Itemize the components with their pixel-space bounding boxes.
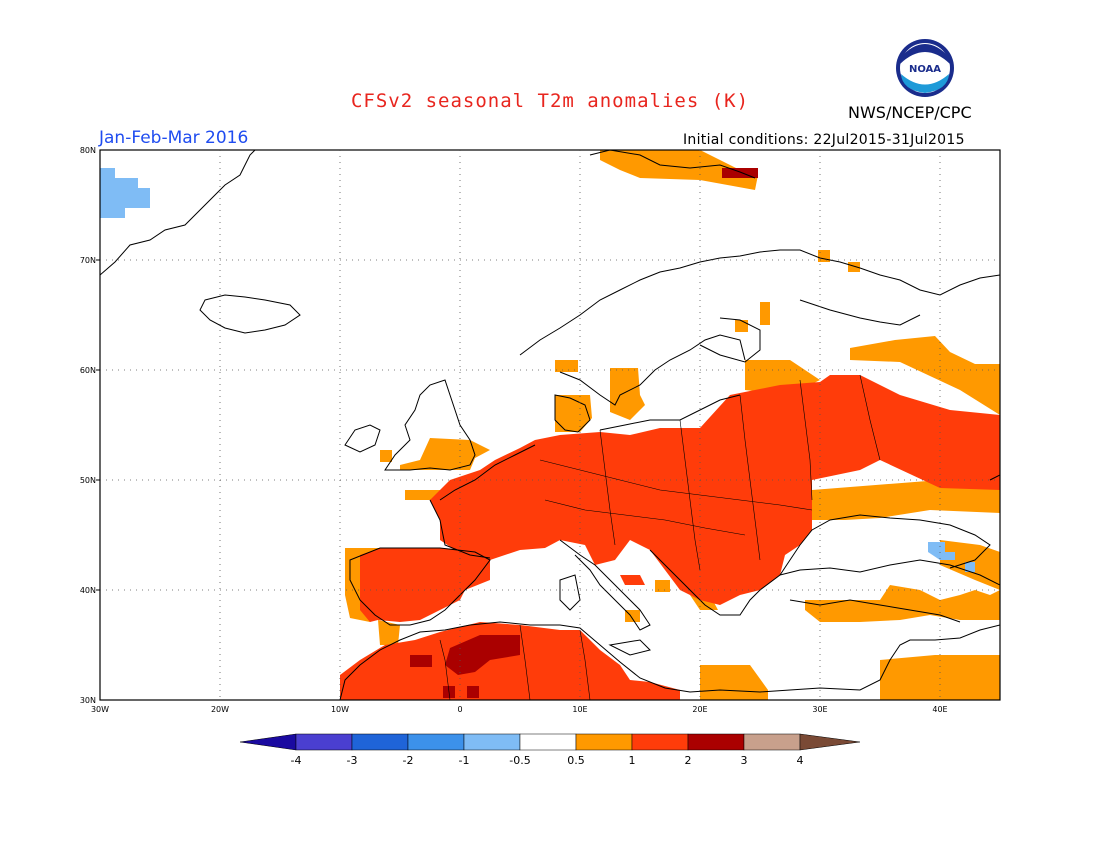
colorbar-label: -2 (403, 754, 414, 767)
lat-tick-label: 50N (80, 476, 96, 485)
lon-tick-label: 20E (692, 705, 707, 714)
graticule (100, 150, 1000, 700)
colorbar-bin (519, 733, 577, 751)
lon-tick-label: 0 (457, 705, 462, 714)
colorbar-arrow-low (239, 733, 297, 751)
map-frame (99, 149, 1001, 701)
anomaly-2-3 (410, 168, 758, 698)
coastlines (100, 150, 1000, 700)
lon-tick-label: 10E (572, 705, 587, 714)
lat-tick-label: 30N (80, 696, 96, 705)
colorbar-label: -3 (347, 754, 358, 767)
lon-tick-label: 40E (932, 705, 947, 714)
colorbar-label: -1 (459, 754, 470, 767)
colorbar-label: 1 (629, 754, 636, 767)
colorbar-bin (463, 733, 521, 751)
lat-tick-labels: 30N 40N 50N 60N 70N 80N (80, 146, 96, 705)
colorbar-arrow-high (799, 733, 861, 751)
lat-tick-label: 70N (80, 256, 96, 265)
organization-label: NWS/NCEP/CPC (848, 103, 972, 122)
colorbar-bin (351, 733, 409, 751)
lat-tick-label: 60N (80, 366, 96, 375)
colorbar-label: -4 (291, 754, 302, 767)
initial-conditions: Initial conditions: 22Jul2015-31Jul2015 (683, 132, 965, 148)
lat-tick-label: 80N (80, 146, 96, 155)
anomaly-neg-0.5-1 (100, 168, 975, 572)
colorbar-label: 4 (797, 754, 804, 767)
lon-tick-label: 20W (211, 705, 229, 714)
anomaly-0.5-1 (345, 150, 1000, 700)
colorbar-bin (631, 733, 689, 751)
lat-tick-label: 40N (80, 586, 96, 595)
colorbar-bin (743, 733, 801, 751)
anomaly-1-2 (340, 375, 1000, 700)
colorbar-label: 0.5 (567, 754, 585, 767)
lon-tick-labels: 30W 20W 10W 0 10E 20E 30E 40E (91, 705, 948, 714)
colorbar-bin (687, 733, 745, 751)
colorbar-bin (407, 733, 465, 751)
forecast-period: Jan-Feb-Mar 2016 (99, 128, 249, 148)
colorbar: -4 -3 -2 -1 -0.5 0.5 1 2 3 4 (239, 733, 861, 767)
noaa-logo: NOAA (896, 39, 954, 97)
lon-tick-label: 10W (331, 705, 349, 714)
colorbar-bin (295, 733, 353, 751)
colorbar-label: -0.5 (509, 754, 530, 767)
lon-tick-label: 30W (91, 705, 109, 714)
anomaly-fills (100, 150, 1000, 700)
lon-tick-label: 30E (812, 705, 827, 714)
colorbar-label: 3 (741, 754, 748, 767)
svg-text:NOAA: NOAA (909, 64, 941, 75)
colorbar-bin (575, 733, 633, 751)
lat-ticks (96, 259, 100, 591)
colorbar-label: 2 (685, 754, 692, 767)
chart-title: CFSv2 seasonal T2m anomalies (K) (350, 90, 750, 112)
